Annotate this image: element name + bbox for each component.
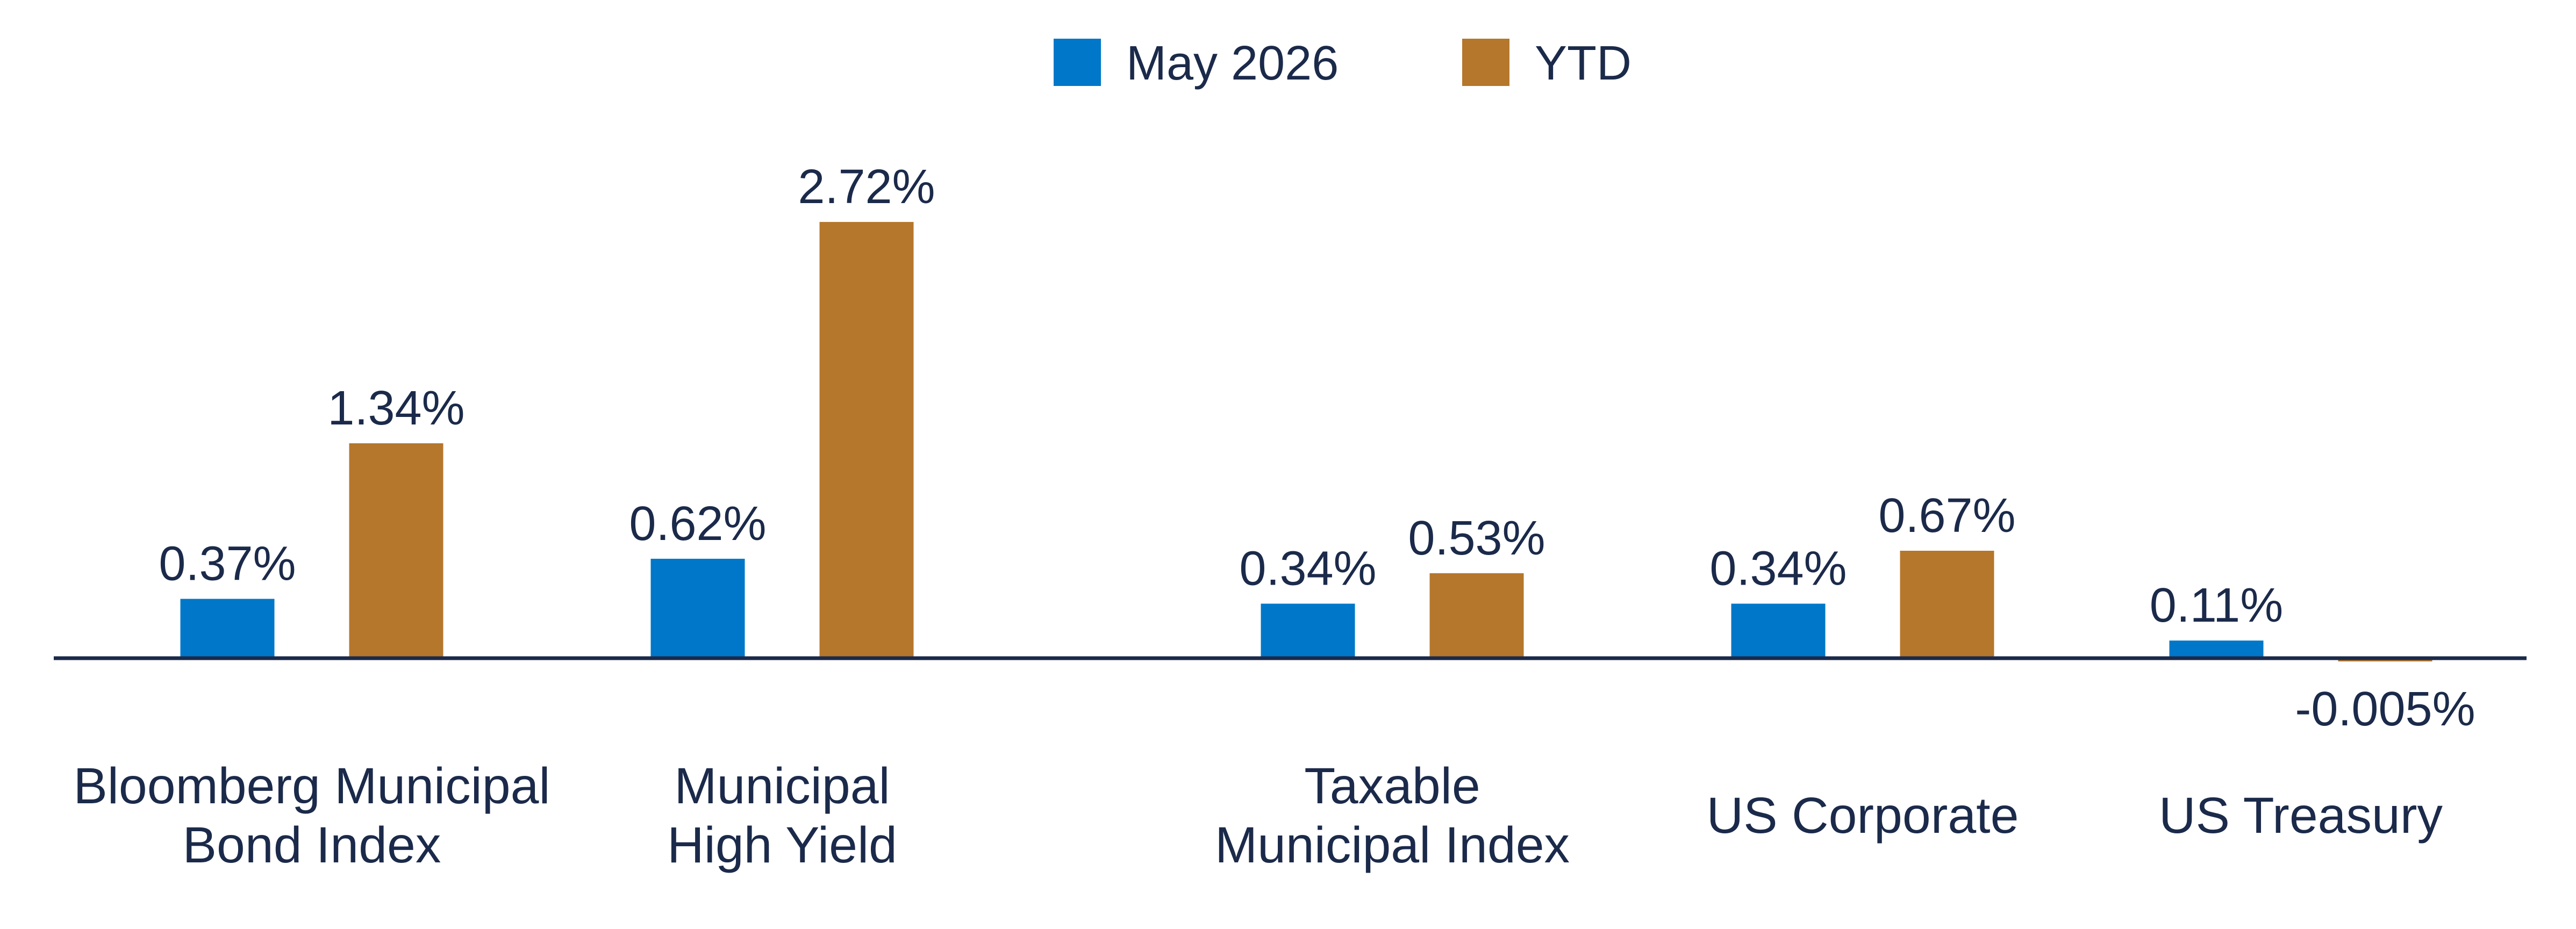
category-label-2-line-0: Taxable: [1304, 758, 1480, 815]
legend-label-may: May 2026: [1126, 37, 1339, 90]
category-label-0-line-1: Bond Index: [183, 817, 441, 874]
bar-ytd-0: [349, 443, 443, 658]
value-label-ytd-2: 0.53%: [1408, 512, 1545, 565]
legend: May 2026 YTD: [1054, 37, 1632, 90]
bar-ytd-3: [1900, 551, 1994, 658]
legend-swatch-ytd: [1462, 39, 1509, 86]
bar-may-0: [180, 599, 275, 658]
category-label-1-line-1: High Yield: [667, 817, 897, 874]
value-labels-group: 0.37% 1.34% 0.62% 2.72% 0.34% 0.53% 0.34% 0.67%…: [159, 160, 2475, 736]
legend-label-ytd: YTD: [1535, 37, 1632, 90]
bar-may-2: [1261, 603, 1355, 658]
value-label-may-1: 0.62%: [629, 497, 766, 551]
value-label-ytd-1: 2.72%: [798, 160, 935, 214]
bar-ytd-2: [1429, 573, 1524, 658]
value-label-may-4: 0.11%: [2150, 579, 2284, 632]
value-label-ytd-4: -0.005%: [2295, 682, 2475, 736]
bar-may-1: [650, 558, 745, 658]
category-label-1-line-0: Municipal: [674, 758, 890, 815]
value-label-may-2: 0.34%: [1239, 542, 1376, 596]
bar-ytd-1: [819, 222, 914, 659]
bar-may-4: [2169, 640, 2264, 658]
value-label-ytd-0: 1.34%: [327, 381, 464, 435]
value-label-may-0: 0.37%: [159, 537, 296, 591]
category-label-0-line-0: Bloomberg Municipal: [73, 758, 550, 815]
legend-swatch-may: [1054, 39, 1101, 86]
value-label-ytd-3: 0.67%: [1878, 489, 2015, 543]
value-label-may-3: 0.34%: [1709, 542, 1847, 596]
bar-may-3: [1731, 603, 1826, 658]
category-label-4-line-0: US Treasury: [2159, 787, 2443, 844]
category-label-3-line-0: US Corporate: [1707, 787, 2019, 844]
category-label-2-line-1: Municipal Index: [1215, 817, 1570, 874]
bars-group: [180, 222, 2432, 661]
